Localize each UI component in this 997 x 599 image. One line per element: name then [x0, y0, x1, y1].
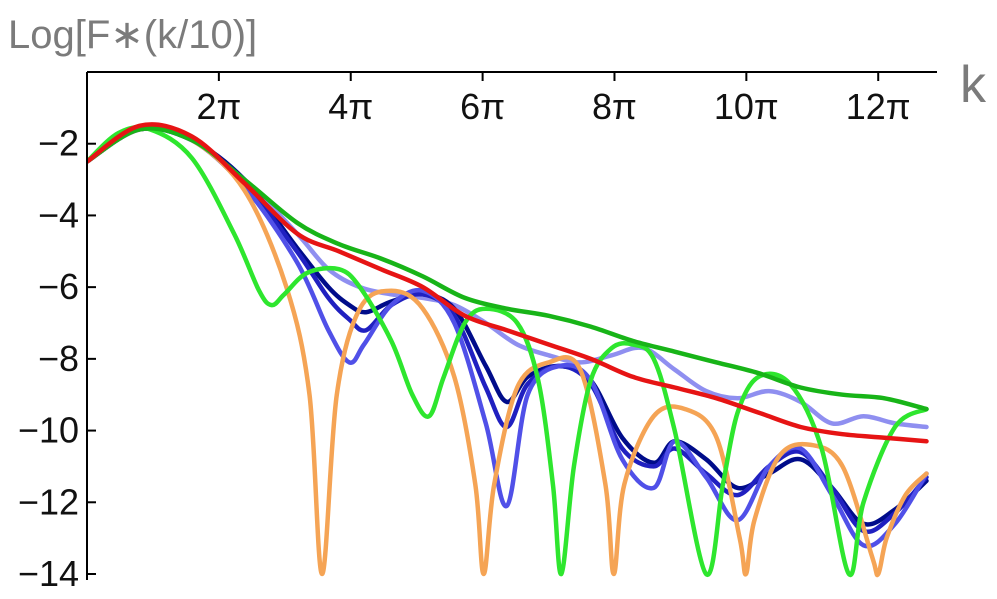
x-tick-label: 4π	[328, 86, 373, 127]
series-layer	[87, 122, 929, 578]
x-tick-label: 2π	[196, 86, 241, 127]
y-tick-label: −8	[38, 338, 79, 379]
x-tick-label: 12π	[846, 86, 911, 127]
y-tick-label: −4	[38, 194, 79, 235]
y-ticks: −2 −4 −6 −8 −10 −12 −14	[18, 123, 96, 594]
y-tick-label: −12	[18, 481, 79, 522]
series-line-1	[87, 126, 929, 430]
y-axis-label: Log[F∗(k/10)]	[8, 13, 257, 57]
y-tick-label: −10	[18, 410, 79, 451]
x-axis-label: k	[960, 56, 987, 114]
x-ticks: 2π 4π 6π 8π 10π 12π	[196, 72, 911, 127]
series-line-6	[87, 125, 929, 578]
x-tick-label: 6π	[460, 86, 505, 127]
series-line-5	[87, 125, 929, 578]
series-line-7	[87, 126, 929, 412]
series-line-3	[87, 126, 929, 535]
x-tick-label: 10π	[714, 86, 779, 127]
y-tick-label: −14	[18, 553, 79, 594]
series-line-8	[87, 122, 929, 444]
y-tick-label: −6	[38, 266, 79, 307]
x-tick-label: 8π	[592, 86, 637, 127]
y-tick-label: −2	[38, 123, 79, 164]
